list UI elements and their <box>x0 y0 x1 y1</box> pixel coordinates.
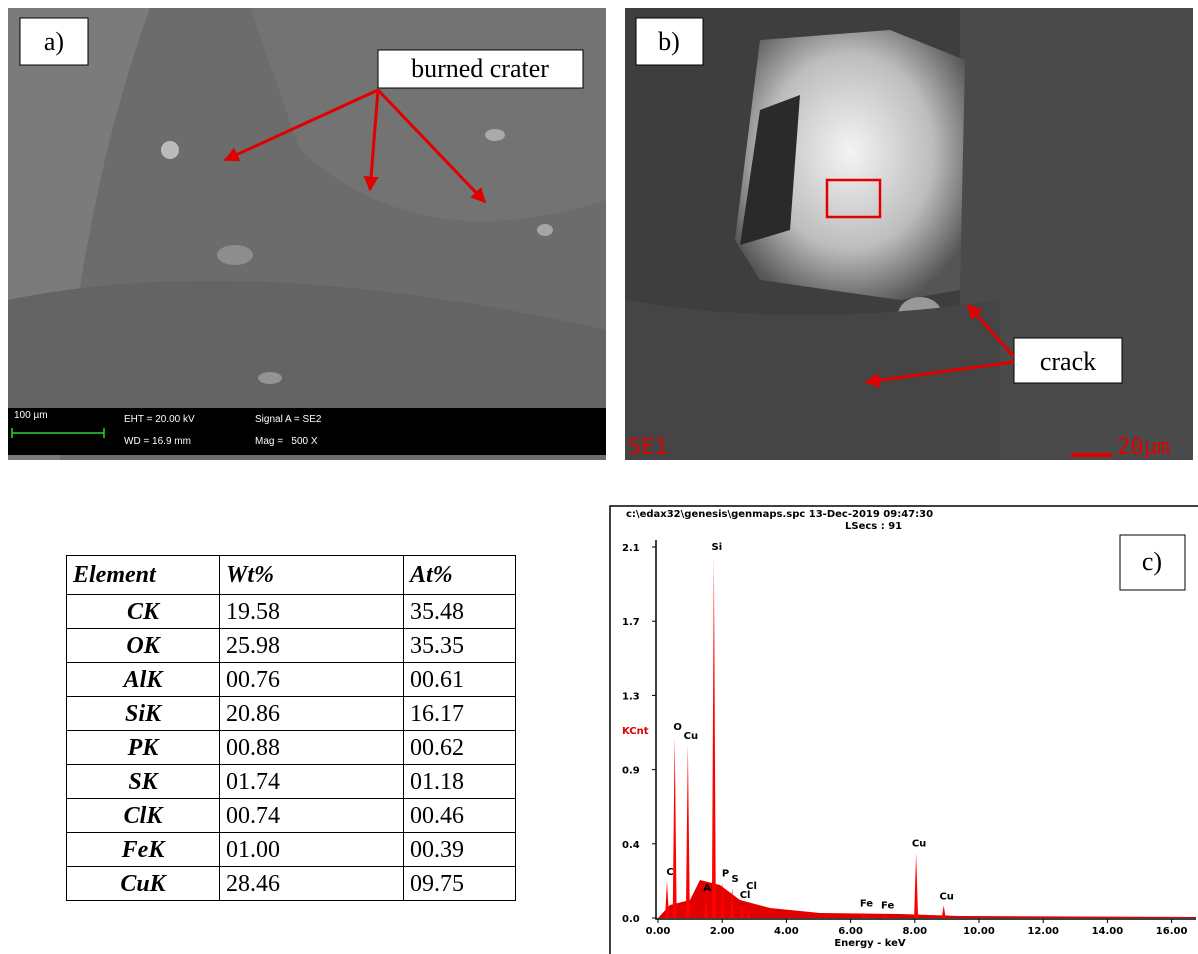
eht: EHT = 20.00 kV <box>124 414 195 425</box>
value-cell: 19.58 <box>220 595 404 629</box>
peak <box>673 736 677 918</box>
peak-label: Fe <box>860 899 873 910</box>
element-cell: CK <box>67 595 220 629</box>
header-cell: Wt% <box>220 556 404 595</box>
peak-label: O <box>673 722 682 733</box>
peak-label: Cl <box>746 881 757 892</box>
value-cell: 01.00 <box>220 833 404 867</box>
x-tick-label: 2.00 <box>710 926 735 937</box>
value-cell: 00.39 <box>404 833 516 867</box>
panel-label: b) <box>658 27 680 56</box>
peak-label: P <box>722 869 729 880</box>
element-cell: SK <box>67 765 220 799</box>
value-cell: 25.98 <box>220 629 404 663</box>
peak-label: Cu <box>939 892 953 903</box>
value-cell: 16.17 <box>404 697 516 731</box>
value-cell: 00.46 <box>404 799 516 833</box>
y-tick-label: 0.9 <box>622 766 640 777</box>
value-cell: 35.35 <box>404 629 516 663</box>
spectrum: c:\edax32\genesis\genmaps.spc 13-Dec-201… <box>610 506 1198 954</box>
peak-label: Cu <box>912 839 926 850</box>
value-cell: 09.75 <box>404 867 516 901</box>
x-tick-label: 10.00 <box>963 926 995 937</box>
peak-label: Fe <box>881 900 894 911</box>
spectrum-title: c:\edax32\genesis\genmaps.spc 13-Dec-201… <box>626 509 933 520</box>
x-tick-label: 8.00 <box>902 926 927 937</box>
y-tick-label: 0.0 <box>622 914 640 925</box>
value-cell: 00.74 <box>220 799 404 833</box>
value-cell: 00.61 <box>404 663 516 697</box>
element-cell: CuK <box>67 867 220 901</box>
magnification: Mag = 500 X <box>255 436 318 447</box>
signal: Signal A = SE2 <box>255 414 322 425</box>
value-cell: 20.86 <box>220 697 404 731</box>
element-cell: AlK <box>67 663 220 697</box>
annotation: burned crater <box>411 54 549 83</box>
y-tick-label: 2.1 <box>622 543 640 554</box>
detector-label: SE1 <box>628 435 668 460</box>
element-cell: OK <box>67 629 220 663</box>
y-axis-label: KCnt <box>622 726 649 737</box>
element-cell: FeK <box>67 833 220 867</box>
spectrum-subtitle: LSecs : 91 <box>845 521 902 532</box>
x-tick-label: 14.00 <box>1092 926 1124 937</box>
scale-label: 20µm <box>1117 435 1170 460</box>
peak-label: C <box>666 867 673 878</box>
peak-label: S <box>732 874 739 885</box>
annotation: crack <box>1040 347 1096 376</box>
value-cell: 00.62 <box>404 731 516 765</box>
x-tick-label: 4.00 <box>774 926 799 937</box>
value-cell: 35.48 <box>404 595 516 629</box>
scale-label: 100 µm <box>14 410 48 421</box>
value-cell: 00.88 <box>220 731 404 765</box>
header-cell: At% <box>404 556 516 595</box>
peak <box>914 853 918 918</box>
element-cell: ClK <box>67 799 220 833</box>
peak-label: Cu <box>684 731 698 742</box>
x-tick-label: 0.00 <box>646 926 671 937</box>
sem-image-b: crack b) SE1 20µm <box>625 8 1193 460</box>
panel-label: a) <box>44 27 64 56</box>
peak <box>686 745 690 918</box>
peak <box>665 881 669 918</box>
y-tick-label: 0.4 <box>622 840 640 851</box>
x-axis-label: Energy - keV <box>834 938 906 949</box>
peak <box>942 906 946 918</box>
value-cell: 00.76 <box>220 663 404 697</box>
wd: WD = 16.9 mm <box>124 436 191 447</box>
peak-label: Si <box>712 542 723 553</box>
element-cell: PK <box>67 731 220 765</box>
y-tick-label: 1.7 <box>622 617 640 628</box>
sem-image-a: 100 µm EHT = 20.00 kV WD = 16.9 mm Signa… <box>8 8 606 460</box>
header-cell: Element <box>67 556 220 595</box>
peak <box>712 556 716 918</box>
panel-label: c) <box>1142 547 1162 576</box>
value-cell: 01.18 <box>404 765 516 799</box>
element-cell: SiK <box>67 697 220 731</box>
page: 100 µm EHT = 20.00 kV WD = 16.9 mm Signa… <box>0 0 1198 954</box>
y-tick-label: 1.3 <box>622 691 640 702</box>
value-cell: 28.46 <box>220 867 404 901</box>
value-cell: 01.74 <box>220 765 404 799</box>
x-tick-label: 6.00 <box>838 926 863 937</box>
x-tick-label: 12.00 <box>1027 926 1059 937</box>
x-tick-label: 16.00 <box>1156 926 1188 937</box>
